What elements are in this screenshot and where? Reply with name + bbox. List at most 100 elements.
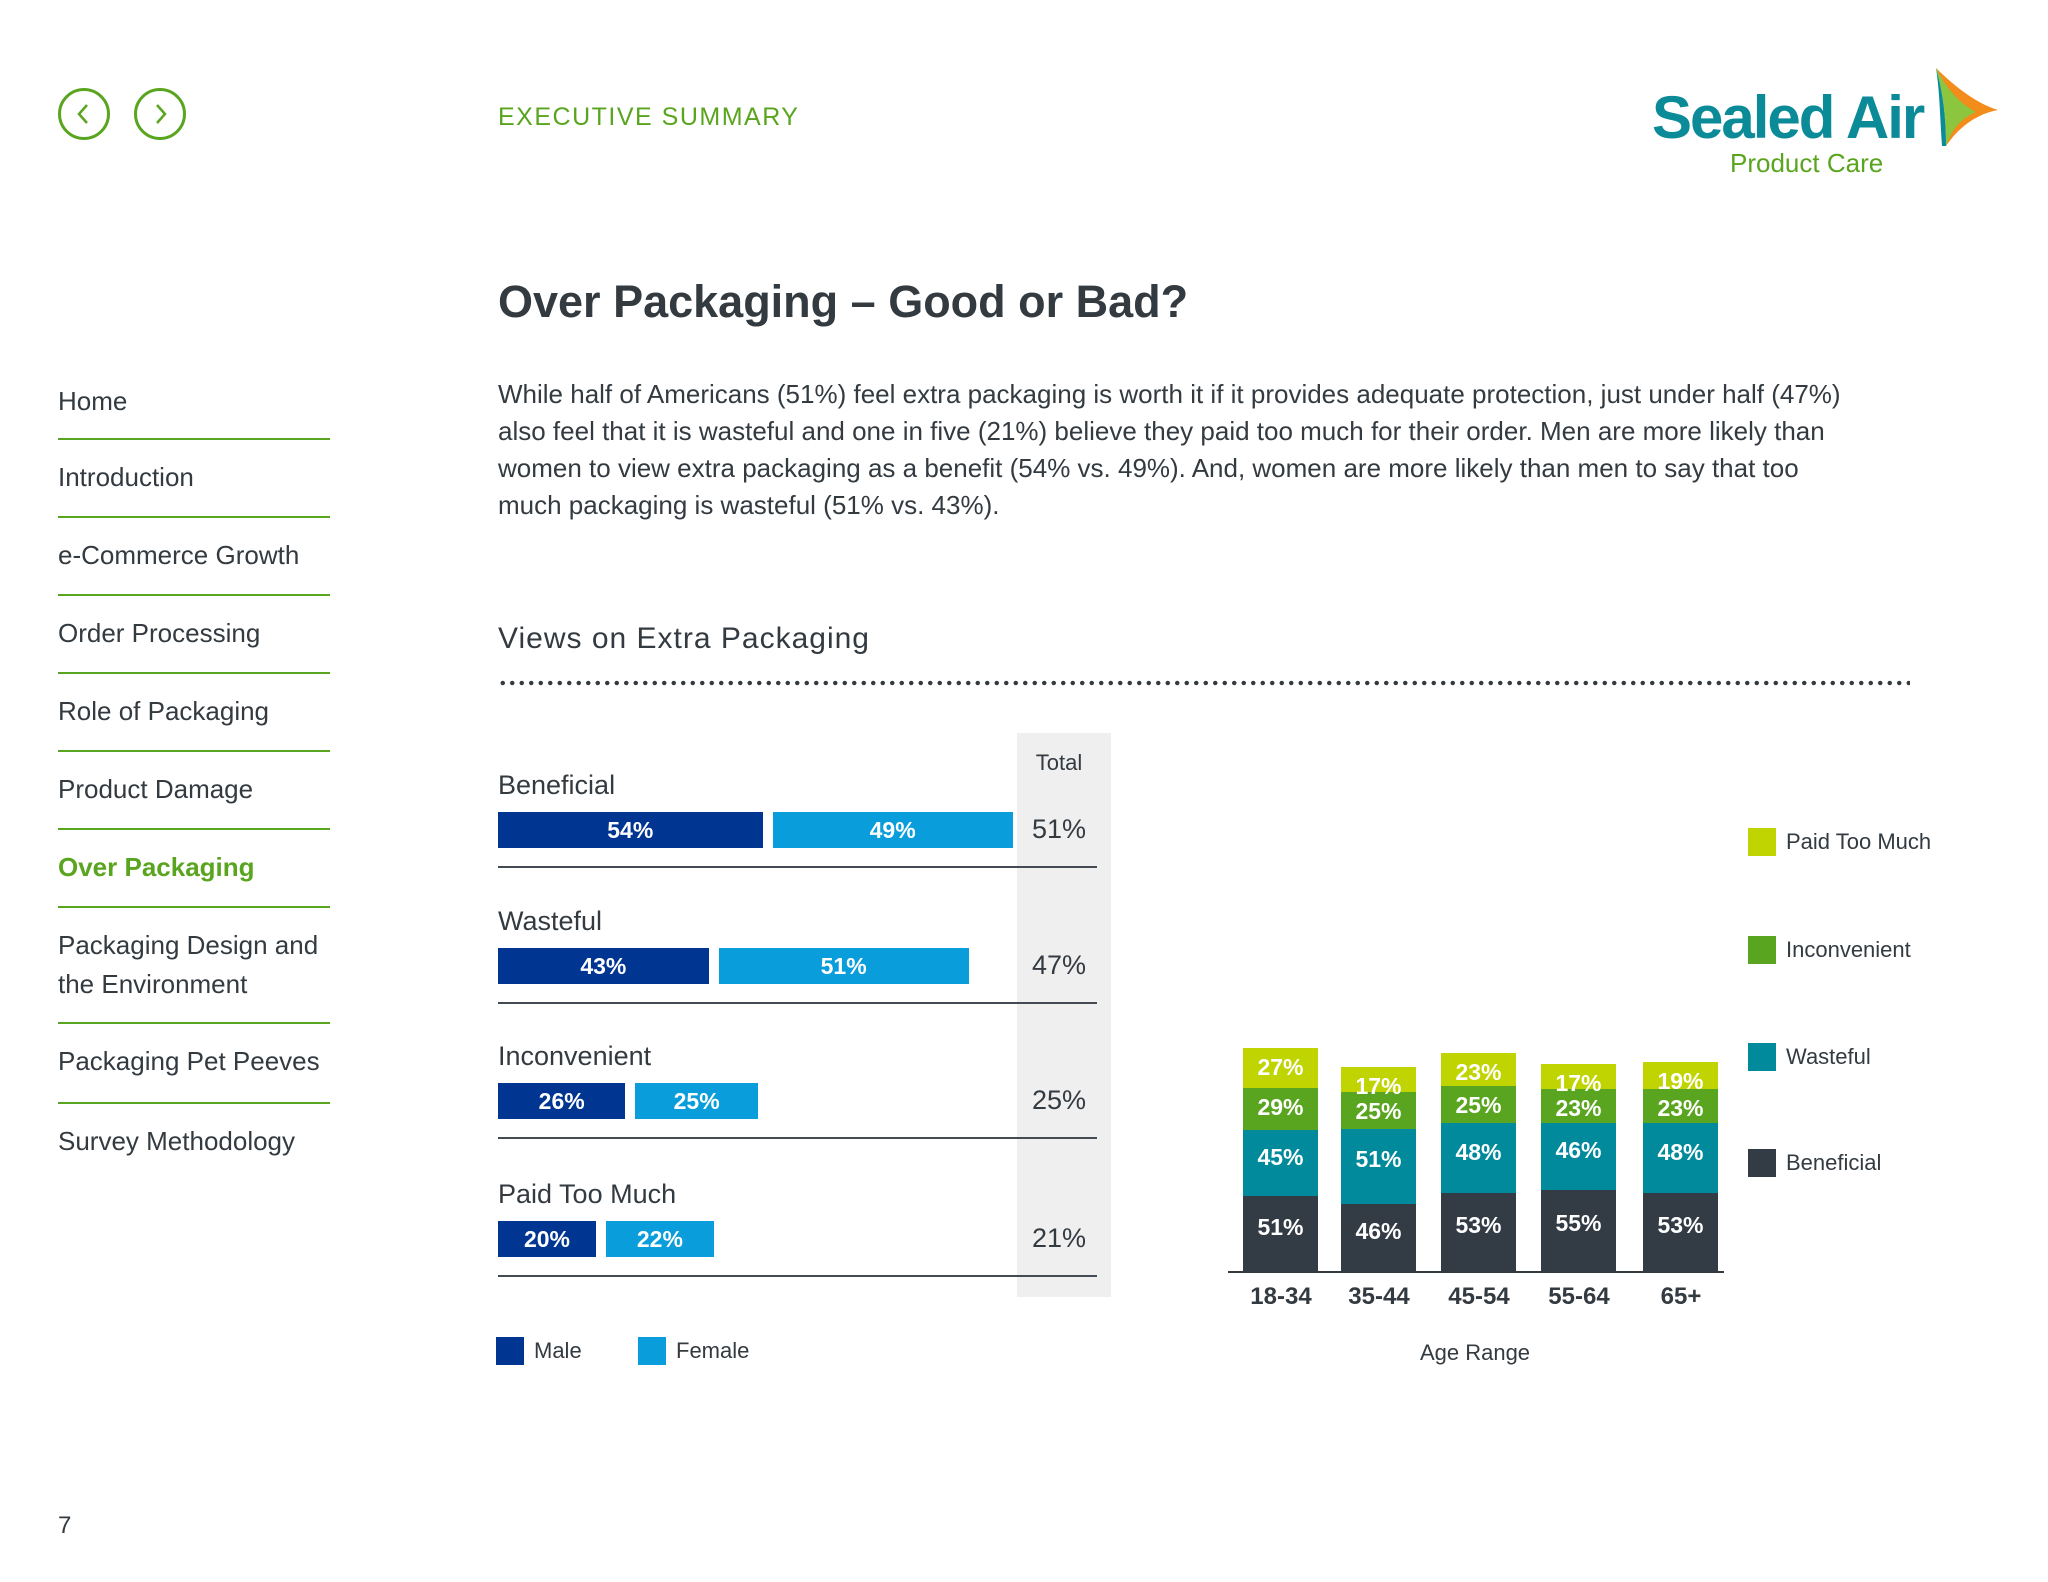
- row-separator: [498, 1002, 1097, 1004]
- chevron-right-icon: [156, 104, 167, 124]
- legend-swatch-male: [496, 1337, 524, 1365]
- category-label-paid-too-much: Paid Too Much: [498, 1179, 677, 1209]
- row-separator: [498, 866, 1097, 868]
- intro-paragraph: While half of Americans (51%) feel extra…: [498, 379, 1841, 520]
- sidebar-item-over-packaging[interactable]: Over Packaging: [58, 830, 330, 908]
- segment-label: 53%: [1455, 1211, 1502, 1238]
- row-separator: [498, 1137, 1097, 1139]
- next-page-button[interactable]: [134, 88, 186, 140]
- legend-swatch-beneficial: [1748, 1149, 1776, 1177]
- segment-beneficial-18-34: 51%: [1243, 1196, 1318, 1271]
- segment-label: 23%: [1455, 1058, 1502, 1085]
- segment-paid-too-much-55-64: 17%: [1541, 1064, 1616, 1096]
- sail-logo-icon: [1936, 68, 1998, 146]
- segment-paid-too-much-18-34: 27%: [1243, 1048, 1318, 1088]
- segment-wasteful-55-64: 46%: [1541, 1123, 1616, 1191]
- legend-label-paid-too-much: Paid Too Much: [1786, 829, 1932, 854]
- x-tick-18-34: 18-34: [1250, 1283, 1312, 1310]
- segment-label: 48%: [1455, 1138, 1502, 1165]
- logo-main-text: Sealed Air: [1652, 84, 1925, 151]
- sidebar-item-role-of-packaging[interactable]: Role of Packaging: [58, 674, 330, 752]
- segment-label: 23%: [1657, 1095, 1704, 1122]
- segment-beneficial-45-54: 53%: [1441, 1193, 1516, 1271]
- legend-label-inconvenient: Inconvenient: [1786, 937, 1911, 962]
- bar-female-paid-too-much: 22%: [606, 1221, 714, 1257]
- sidebar-item-packaging-design-and-the-environment[interactable]: Packaging Design and the Environment: [58, 908, 330, 1024]
- row-separator: [498, 1275, 1097, 1277]
- legend-label-beneficial: Beneficial: [1786, 1150, 1882, 1175]
- total-column-bg: [1017, 733, 1111, 1297]
- segment-label: 53%: [1657, 1211, 1704, 1238]
- total-value-inconvenient: 25%: [1031, 1085, 1087, 1115]
- x-tick-35-44: 35-44: [1348, 1283, 1410, 1310]
- segment-label: 25%: [1355, 1098, 1402, 1125]
- legend-label-male: Male: [534, 1338, 582, 1363]
- segment-inconvenient-45-54: 25%: [1441, 1086, 1516, 1124]
- segment-inconvenient-55-64: 23%: [1541, 1089, 1616, 1124]
- segment-beneficial-35-44: 46%: [1341, 1203, 1416, 1271]
- total-value-wasteful: 47%: [1031, 950, 1087, 980]
- segment-label: 17%: [1355, 1073, 1402, 1100]
- segment-label: 19%: [1657, 1067, 1704, 1094]
- segment-label: 46%: [1555, 1137, 1602, 1164]
- sidebar-item-home[interactable]: Home: [58, 370, 330, 440]
- segment-beneficial-55-64: 55%: [1541, 1190, 1616, 1271]
- segment-wasteful-65: 48%: [1643, 1123, 1718, 1194]
- chart-heading: Views on Extra Packaging: [498, 622, 870, 655]
- segment-paid-too-much-35-44: 17%: [1341, 1067, 1416, 1099]
- x-tick-45-54: 45-54: [1448, 1283, 1510, 1310]
- x-axis-line: [1228, 1271, 1724, 1273]
- page-number: 7: [58, 1512, 72, 1539]
- total-value-paid-too-much: 21%: [1031, 1223, 1087, 1253]
- segment-label: 25%: [1455, 1092, 1502, 1119]
- legend-label-wasteful: Wasteful: [1786, 1044, 1871, 1069]
- bar-female-inconvenient: 25%: [635, 1083, 758, 1119]
- segment-label: 23%: [1555, 1095, 1602, 1122]
- sidebar-item-packaging-pet-peeves[interactable]: Packaging Pet Peeves: [58, 1024, 330, 1104]
- segment-label: 51%: [1257, 1213, 1304, 1240]
- segment-inconvenient-18-34: 29%: [1243, 1087, 1318, 1131]
- bar-female-wasteful: 51%: [718, 948, 969, 984]
- segment-label: 17%: [1555, 1070, 1602, 1097]
- segment-beneficial-65: 53%: [1643, 1193, 1718, 1271]
- legend-swatch-paid-too-much: [1748, 828, 1776, 856]
- sidebar-item-product-damage[interactable]: Product Damage: [58, 752, 330, 830]
- segment-wasteful-35-44: 51%: [1341, 1128, 1416, 1204]
- bar-male-beneficial: 54%: [498, 812, 763, 848]
- chevron-left-icon: [77, 104, 88, 124]
- sidebar-nav: Home Introduction e-Commerce Growth Order P…: [58, 370, 330, 1182]
- bar-male-paid-too-much: 20%: [498, 1221, 596, 1257]
- bar-female-beneficial: 49%: [772, 812, 1013, 848]
- category-label-inconvenient: Inconvenient: [498, 1041, 652, 1071]
- sidebar-item-survey-methodology[interactable]: Survey Methodology: [58, 1126, 296, 1156]
- segment-label: 45%: [1257, 1144, 1304, 1171]
- legend-label-female: Female: [676, 1338, 750, 1363]
- segment-wasteful-18-34: 45%: [1243, 1130, 1318, 1197]
- segment-paid-too-much-65: 19%: [1643, 1061, 1718, 1094]
- segment-label: 51%: [1355, 1146, 1402, 1173]
- segment-label: 27%: [1257, 1054, 1304, 1081]
- prev-page-button[interactable]: [58, 88, 110, 140]
- segment-paid-too-much-45-54: 23%: [1441, 1052, 1516, 1087]
- x-tick-55-64: 55-64: [1548, 1283, 1610, 1310]
- category-label-beneficial: Beneficial: [498, 770, 616, 800]
- logo-sub-text: Product Care: [1730, 148, 1884, 178]
- legend-swatch-wasteful: [1748, 1043, 1776, 1071]
- x-axis-label: Age Range: [1419, 1340, 1531, 1365]
- segment-label: 29%: [1257, 1093, 1304, 1120]
- section-label: EXECUTIVE SUMMARY: [498, 103, 800, 131]
- page-title: Over Packaging – Good or Bad?: [498, 276, 1189, 327]
- segment-label: 55%: [1555, 1210, 1602, 1237]
- legend-swatch-female: [638, 1337, 666, 1365]
- segment-inconvenient-65: 23%: [1643, 1089, 1718, 1124]
- legend-swatch-inconvenient: [1748, 936, 1776, 964]
- bar-male-wasteful: 43%: [498, 948, 709, 984]
- sidebar-item-e-commerce-growth[interactable]: e-Commerce Growth: [58, 518, 330, 596]
- sidebar-item-introduction[interactable]: Introduction: [58, 440, 330, 518]
- total-value-beneficial: 51%: [1031, 814, 1087, 844]
- category-label-wasteful: Wasteful: [498, 906, 603, 936]
- x-tick-65: 65+: [1660, 1283, 1702, 1310]
- sidebar-item-order-processing[interactable]: Order Processing: [58, 596, 330, 674]
- total-header: Total: [1035, 750, 1083, 775]
- dotted-divider: [498, 680, 1910, 686]
